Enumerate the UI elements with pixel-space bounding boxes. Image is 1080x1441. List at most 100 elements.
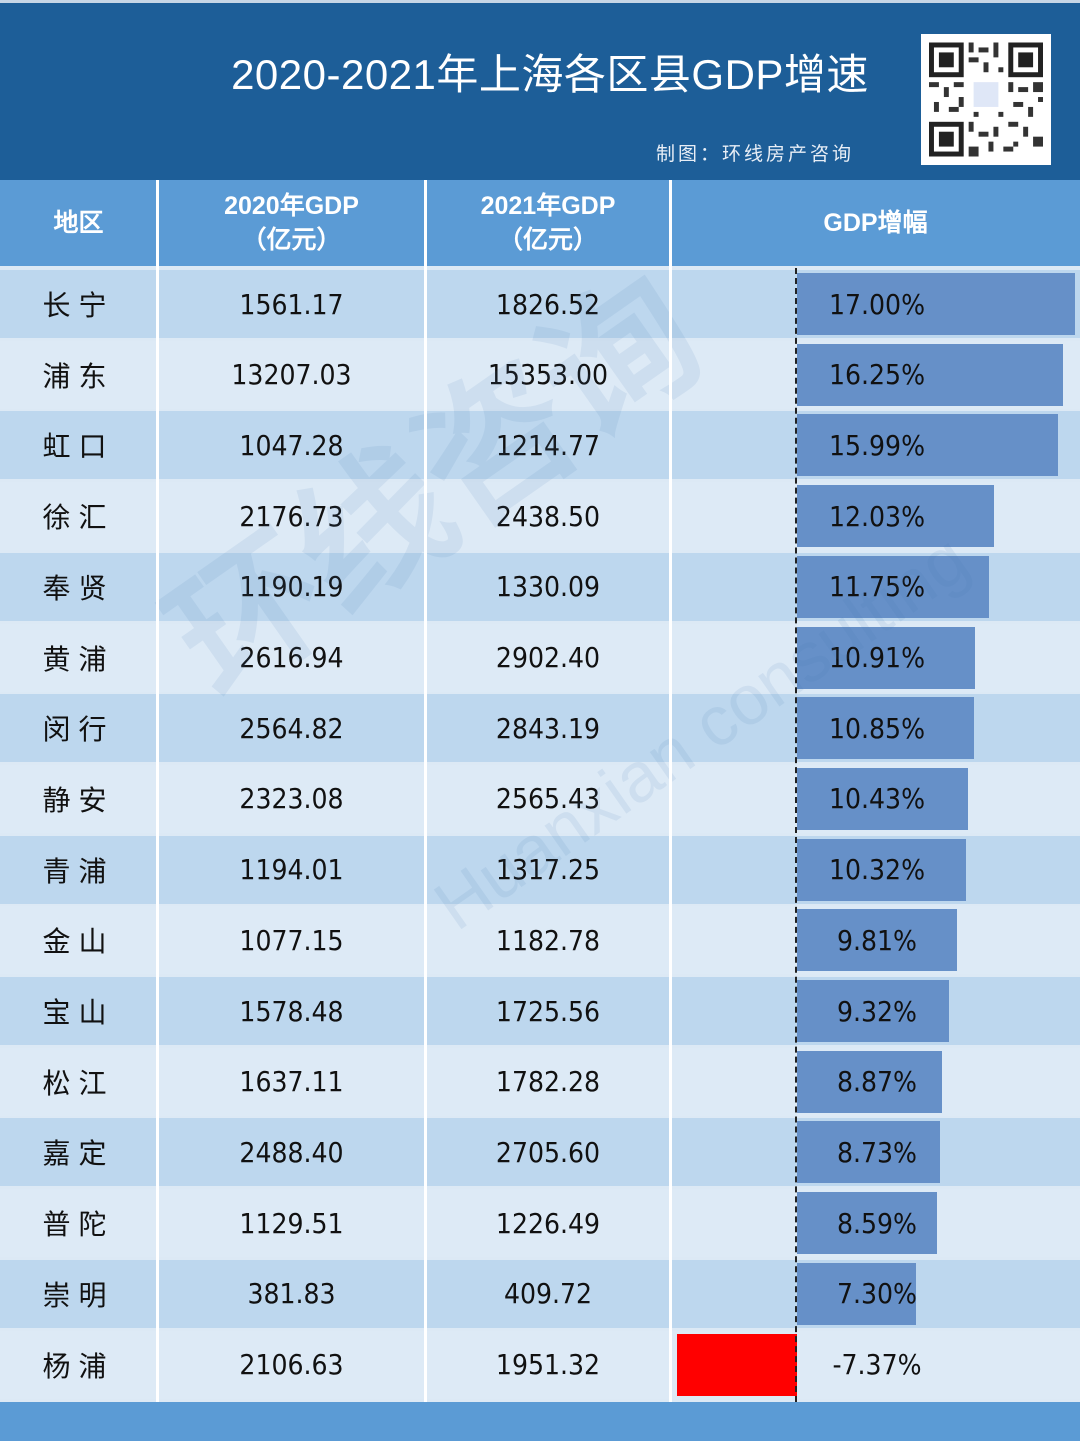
growth-cell: 16.25% [828,358,926,392]
gdp2020-cell: 1077.15 [239,923,344,957]
header-gdp2021: 2021年GDP （亿元） [426,180,670,266]
region-cell: 徐汇 [42,501,115,535]
header-gdp2020-unit: （亿元） [241,226,342,254]
column-divider [156,180,159,1402]
title-band: 2020-2021年上海各区县GDP增速 制图：环线房产咨询 [0,0,1080,180]
table-row: 嘉定 2488.40 2705.60 8.73% [0,1118,1080,1187]
growth-bar [797,273,1075,335]
growth-cell: 10.32% [828,853,926,887]
table-row: 浦东 13207.03 15353.00 16.25% [0,340,1080,409]
gdp2021-cell: 1317.25 [495,853,601,887]
gdp2021-cell: 2902.40 [495,641,601,674]
table-row: 长宁 1561.17 1826.52 17.00% [0,270,1080,338]
growth-bar [797,343,1063,406]
table-row: 虹口 1047.28 1214.77 15.99% [0,411,1080,480]
gdp2020-cell: 1561.17 [239,287,344,321]
table-row: 静安 2323.08 2565.43 10.43% [0,764,1080,833]
gdp2020-cell: 1194.01 [239,853,344,887]
gdp2021-cell: 1826.52 [495,287,601,321]
region-cell: 杨浦 [42,1349,115,1383]
header-gdp2021-unit: （亿元） [497,226,598,254]
region-cell: 嘉定 [42,1137,115,1171]
gdp2020-cell: 2106.63 [239,1348,344,1381]
qr-code-icon [921,34,1051,165]
gdp2020-cell: 2488.40 [239,1135,344,1169]
region-cell: 闵行 [42,713,115,747]
growth-bar [797,1121,940,1184]
region-cell: 浦东 [42,359,115,393]
growth-bar [797,767,968,830]
growth-cell: 8.73% [836,1135,917,1169]
table-row: 普陀 1129.51 1226.49 8.59% [0,1189,1080,1258]
growth-bar [797,909,958,972]
growth-bar [797,414,1059,477]
gdp2021-cell: 2705.60 [495,1135,601,1169]
footer-bar [0,1402,1080,1441]
table-row: 金山 1077.15 1182.78 9.81% [0,906,1080,975]
growth-cell: -7.37% [832,1348,922,1381]
growth-cell: 17.00% [828,287,926,321]
growth-cell: 8.87% [836,1065,917,1099]
gdp2021-cell: 2438.50 [495,499,601,533]
column-divider [424,180,427,1402]
gdp2021-cell: 15353.00 [487,358,609,392]
region-cell: 静安 [42,783,115,817]
negative-growth-bar [676,1333,797,1396]
growth-cell: 10.43% [828,782,926,816]
growth-bar [797,555,990,618]
credit-text: 制图：环线房产咨询 [656,143,855,165]
zero-axis-line [795,268,797,1402]
region-cell: 青浦 [42,854,115,888]
header-growth-label: GDP增幅 [823,209,928,237]
gdp2020-cell: 1047.28 [239,428,344,462]
gdp2021-cell: 1214.77 [495,428,601,462]
gdp2021-cell: 1330.09 [495,570,601,604]
gdp2020-cell: 381.83 [247,1277,336,1311]
table-row: 青浦 1194.01 1317.25 10.32% [0,835,1080,904]
growth-bar [797,1050,943,1113]
region-cell: 虹口 [42,430,115,464]
gdp2020-cell: 1578.48 [239,994,344,1028]
growth-cell: 10.91% [828,641,926,674]
gdp2020-cell: 2176.73 [239,499,344,533]
table-row: 黄浦 2616.94 2902.40 10.91% [0,623,1080,692]
region-cell: 崇明 [42,1278,115,1312]
growth-cell: 10.85% [828,711,926,745]
gdp2020-cell: 1190.19 [239,570,344,604]
gdp2020-cell: 2564.82 [239,711,344,745]
table-row: 宝山 1578.48 1725.56 9.32% [0,977,1080,1045]
gdp2021-cell: 409.72 [503,1277,593,1311]
header-gdp2020-label: 2020年GDP [224,192,359,220]
column-header-row: 地区 2020年GDP （亿元） 2021年GDP （亿元） GDP增幅 [0,180,1080,266]
growth-cell: 9.81% [836,923,917,957]
region-cell: 宝山 [42,996,115,1029]
region-cell: 长宁 [42,289,115,322]
header-region-label: 地区 [53,209,104,237]
gdp2021-cell: 1226.49 [495,1206,601,1240]
growth-cell: 12.03% [828,499,926,533]
growth-bar [797,485,994,548]
gdp2021-cell: 1182.78 [495,923,601,957]
gdp2021-cell: 2843.19 [495,711,601,745]
region-cell: 松江 [42,1066,115,1100]
table-row: 徐汇 2176.73 2438.50 12.03% [0,482,1080,551]
growth-bar [797,1262,917,1325]
header-gdp2021-label: 2021年GDP [480,192,616,220]
region-cell: 奉贤 [42,571,115,605]
gdp2020-cell: 1637.11 [239,1065,344,1099]
gdp2021-cell: 1951.32 [495,1348,601,1381]
header-region: 地区 [0,180,157,266]
gdp2021-cell: 1782.28 [495,1065,601,1099]
gdp2020-cell: 2616.94 [239,641,344,674]
growth-cell: 15.99% [828,428,926,462]
header-gdp2020: 2020年GDP （亿元） [158,180,425,266]
region-cell: 黄浦 [42,642,115,676]
column-divider [669,180,672,1402]
growth-bar [797,838,966,901]
growth-bar [797,697,975,760]
table-row: 崇明 381.83 409.72 7.30% [0,1259,1080,1328]
gdp2020-cell: 13207.03 [231,358,352,392]
gdp2021-cell: 1725.56 [495,994,601,1028]
table-row: 闵行 2564.82 2843.19 10.85% [0,694,1080,763]
header-growth: GDP增幅 [671,180,1080,266]
